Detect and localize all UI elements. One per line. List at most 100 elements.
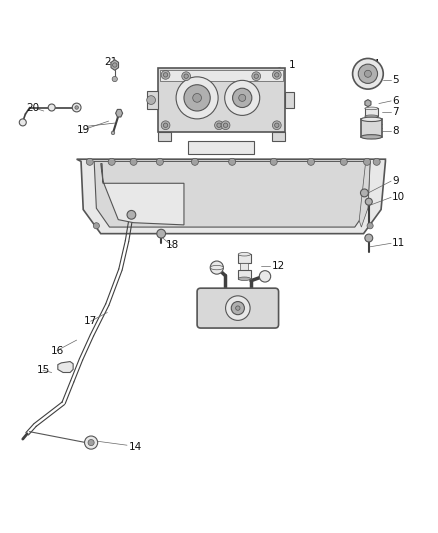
Text: 3: 3 (215, 124, 221, 134)
Text: 13: 13 (258, 317, 272, 327)
Polygon shape (147, 91, 158, 109)
Circle shape (358, 64, 378, 84)
Bar (240, 263, 248, 270)
Circle shape (365, 198, 372, 205)
Circle shape (364, 158, 371, 165)
Polygon shape (365, 100, 371, 107)
Circle shape (217, 123, 221, 127)
Circle shape (163, 72, 168, 77)
Polygon shape (158, 132, 171, 141)
Bar (158, 68, 285, 132)
Text: 7: 7 (392, 107, 399, 117)
Circle shape (112, 76, 117, 82)
Circle shape (182, 72, 191, 80)
Circle shape (223, 123, 228, 127)
FancyBboxPatch shape (197, 288, 279, 328)
Bar (365, 108, 378, 116)
Circle shape (184, 85, 210, 111)
Text: 2: 2 (243, 120, 250, 131)
Circle shape (252, 72, 261, 80)
Text: 18: 18 (166, 240, 179, 251)
Circle shape (364, 70, 371, 77)
Ellipse shape (365, 107, 378, 110)
Bar (361, 119, 382, 137)
Text: 14: 14 (129, 442, 142, 453)
Circle shape (85, 436, 98, 449)
Polygon shape (188, 141, 254, 154)
Polygon shape (285, 92, 294, 108)
Circle shape (147, 96, 155, 104)
Circle shape (176, 77, 218, 119)
Circle shape (275, 72, 279, 77)
Circle shape (340, 158, 347, 165)
Polygon shape (58, 361, 73, 373)
Bar (238, 254, 251, 263)
Circle shape (233, 88, 252, 108)
Text: 5: 5 (392, 75, 399, 85)
Circle shape (226, 296, 250, 320)
Circle shape (48, 104, 55, 111)
Ellipse shape (361, 117, 382, 122)
Text: 11: 11 (392, 238, 405, 248)
Circle shape (272, 70, 281, 79)
Ellipse shape (238, 277, 251, 280)
Text: 12: 12 (272, 261, 285, 271)
Circle shape (88, 440, 94, 446)
Circle shape (254, 74, 258, 78)
Polygon shape (116, 109, 123, 117)
Circle shape (193, 93, 201, 102)
Polygon shape (359, 161, 370, 227)
Circle shape (86, 158, 93, 165)
Text: 4: 4 (372, 59, 379, 69)
Text: 1: 1 (289, 60, 296, 70)
Circle shape (353, 59, 383, 89)
Circle shape (215, 121, 223, 130)
Circle shape (275, 123, 279, 127)
Ellipse shape (210, 265, 223, 270)
Circle shape (365, 234, 373, 242)
Circle shape (231, 302, 244, 314)
Text: 17: 17 (84, 316, 97, 326)
Circle shape (236, 306, 240, 310)
Circle shape (130, 158, 137, 165)
Circle shape (307, 158, 314, 165)
Text: 15: 15 (36, 365, 49, 375)
Text: 16: 16 (50, 345, 64, 356)
Circle shape (210, 261, 223, 274)
Circle shape (111, 131, 115, 135)
Ellipse shape (365, 115, 378, 118)
Circle shape (270, 158, 277, 165)
Polygon shape (101, 164, 184, 225)
Ellipse shape (361, 135, 382, 139)
Circle shape (163, 123, 168, 127)
Circle shape (93, 223, 99, 229)
Circle shape (367, 223, 373, 229)
Circle shape (229, 158, 236, 165)
Circle shape (19, 119, 26, 126)
Circle shape (239, 94, 246, 101)
Ellipse shape (238, 253, 251, 256)
Text: 9: 9 (392, 176, 399, 186)
Text: 6: 6 (392, 96, 399, 106)
Polygon shape (77, 159, 385, 233)
Circle shape (221, 121, 230, 130)
Circle shape (360, 189, 368, 197)
Circle shape (72, 103, 81, 112)
Circle shape (156, 158, 163, 165)
Circle shape (113, 63, 117, 67)
Bar (160, 70, 283, 80)
Text: 8: 8 (392, 126, 399, 136)
Circle shape (127, 211, 136, 219)
Polygon shape (94, 161, 370, 227)
Bar (238, 270, 251, 279)
Circle shape (161, 121, 170, 130)
Text: 10: 10 (392, 192, 405, 203)
Polygon shape (111, 60, 119, 70)
Circle shape (191, 158, 198, 165)
Circle shape (373, 158, 380, 165)
Circle shape (108, 158, 115, 165)
Circle shape (259, 271, 271, 282)
Circle shape (157, 229, 166, 238)
Circle shape (75, 106, 78, 109)
Polygon shape (272, 132, 285, 141)
